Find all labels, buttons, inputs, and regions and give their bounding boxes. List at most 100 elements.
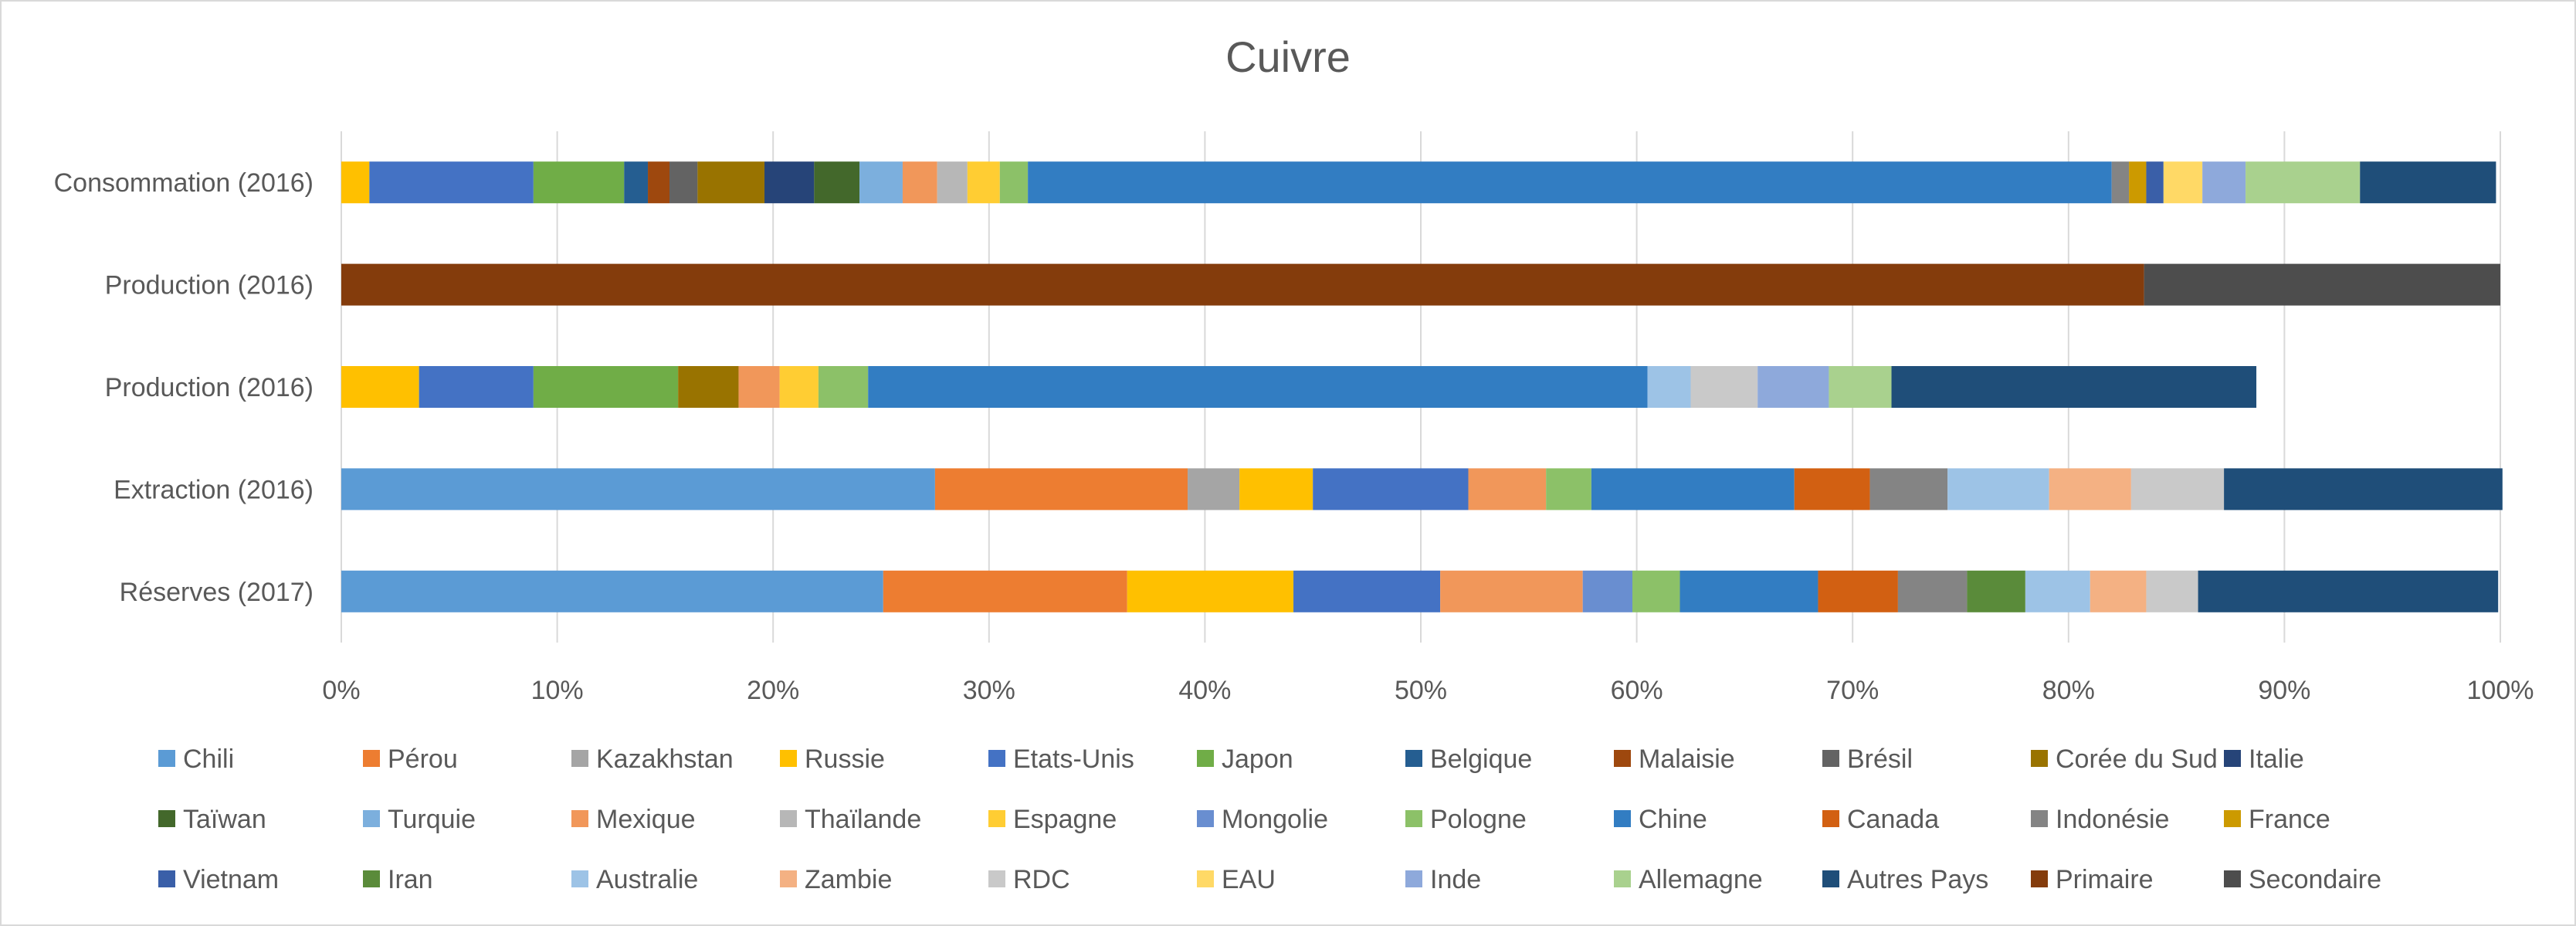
legend-swatch [363,870,380,887]
bar-segment [697,161,765,204]
legend-label: France [2249,805,2330,834]
legend-swatch [2224,870,2241,887]
legend-label: Canada [1847,805,1939,834]
legend-swatch [363,810,380,827]
legend-label: Allemagne [1639,865,1763,894]
legend-label: Pérou [388,745,458,774]
bar-segment [1546,468,1591,510]
legend-label: Iran [388,865,433,894]
bar-segment [818,366,869,408]
category-label: Production (2016) [105,373,314,402]
bar-segment [1891,366,2257,408]
bar-segment [2130,468,2225,510]
value-axis-ticks: 0% 10% 20% 30% 40% 50% 60% 70% 80% 90% 100% [322,676,2534,705]
x-tick-label: 100% [2467,676,2534,705]
legend-label: Zambie [805,865,892,894]
legend-label: Japon [1222,745,1293,774]
legend-swatch [1614,750,1631,767]
bar-segment [1239,468,1313,510]
legend-label: Espagne [1013,805,1117,834]
bar-segment [341,366,419,408]
bar-segment [1869,468,1948,510]
legend-label: Brésil [1847,745,1913,774]
legend-swatch [1822,870,1839,887]
bar-segment [533,161,625,204]
bar-segment [341,570,883,612]
bar-segment [2146,570,2198,612]
legend-label: Russie [805,745,885,774]
bar-segment [764,161,815,204]
bar-segment [341,161,370,204]
legend-swatch [988,750,1005,767]
legend-swatch [988,870,1005,887]
x-tick-label: 20% [747,676,799,705]
bar-segment [937,161,968,204]
legend-swatch [158,810,175,827]
bar-segment [859,161,903,204]
bar-segment [2360,161,2496,204]
bar-segment [999,161,1029,204]
bar-segment [2146,161,2164,204]
legend-swatch [1614,810,1631,827]
legend-label: Autres Pays [1847,865,1988,894]
bar-segment [2246,161,2361,204]
category-label: Extraction (2016) [114,475,314,504]
legend-swatch [1197,750,1214,767]
x-tick-label: 50% [1395,676,1447,705]
legend-label: Chili [183,745,234,774]
legend-swatch [1405,870,1422,887]
bar-segment [902,161,937,204]
legend-label: Belgique [1430,745,1532,774]
bar-segment [1440,570,1583,612]
bar-segment [2049,468,2131,510]
legend-label: Corée du Sud [2056,745,2218,774]
bar-segment [2163,161,2203,204]
x-tick-label: 90% [2258,676,2310,705]
bar-segment [1947,468,2049,510]
bar-segment [2202,161,2246,204]
bar-segment [814,161,860,204]
bar-segment [1829,366,1892,408]
bar-segment [341,263,2144,306]
legend-label: Mexique [596,805,696,834]
legend-swatch [780,870,797,887]
legend-swatch [1197,870,1214,887]
bar-segment [967,161,1000,204]
bar-segment [1313,468,1469,510]
bar-segment [883,570,1127,612]
bar-segment [2111,161,2130,204]
bar-segment [1690,366,1758,408]
legend-swatch [1197,810,1214,827]
x-tick-label: 80% [2042,676,2095,705]
bar-segment [1582,570,1633,612]
legend-label: Kazakhstan [596,745,734,774]
bar-segment [678,366,739,408]
chart-title: Cuivre [1225,32,1351,81]
bar-segment [1647,366,1691,408]
legend-label: Chine [1639,805,1707,834]
legend: Chili Pérou Kazakhstan Russie Etats-Unis Japo… [158,745,2381,894]
bar-segment [669,161,698,204]
legend-swatch [1614,870,1631,887]
bar-segment [2198,570,2499,612]
legend-label: Secondaire [2249,865,2381,894]
bars [341,161,2503,612]
legend-swatch [1822,750,1839,767]
legend-swatch [988,810,1005,827]
bar-segment [1679,570,1818,612]
x-tick-label: 30% [963,676,1015,705]
bar-segment [533,366,679,408]
category-label: Production (2016) [105,271,314,300]
legend-swatch [571,870,588,887]
x-tick-label: 40% [1178,676,1231,705]
bar-segment [1591,468,1795,510]
legend-swatch [2031,810,2048,827]
legend-label: Turquie [388,805,476,834]
legend-label: Malaisie [1639,745,1735,774]
bar-segment [2224,468,2503,510]
category-label: Consommation (2016) [54,168,314,198]
bar-segment [1293,570,1441,612]
legend-swatch [2031,870,2048,887]
